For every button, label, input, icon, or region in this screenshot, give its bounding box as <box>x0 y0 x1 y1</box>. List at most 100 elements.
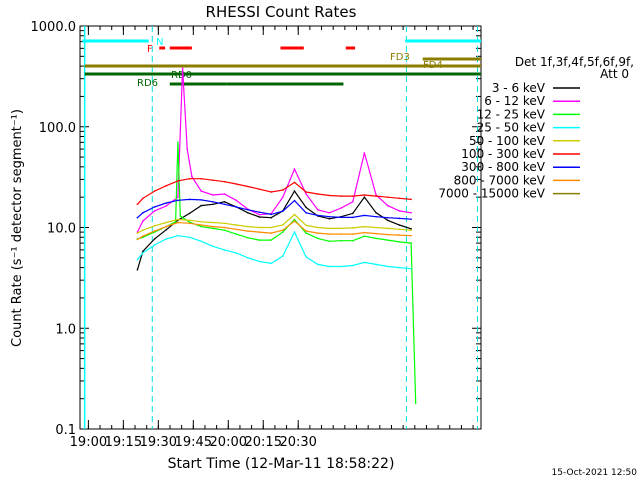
series-point <box>258 213 261 216</box>
x-tick-label: 20:00 <box>210 435 247 450</box>
series-point <box>223 201 226 203</box>
series-point <box>328 227 331 230</box>
series-point <box>153 206 156 208</box>
legend-label: 800 - 7000 keV <box>454 173 546 187</box>
legend-label: 300 - 800 keV <box>461 160 545 174</box>
series-point <box>386 239 389 241</box>
series-point <box>235 228 237 231</box>
series-point <box>200 204 202 207</box>
series-point <box>340 207 342 209</box>
series-point <box>414 402 417 405</box>
series-point <box>235 233 237 235</box>
legend-label: 3 - 6 keV <box>492 81 546 95</box>
series-point <box>340 239 342 242</box>
series-point <box>153 230 156 232</box>
series-point <box>398 234 401 236</box>
series-point <box>270 226 273 229</box>
series-point <box>352 201 354 203</box>
x-tick-label: 19:15 <box>105 435 142 450</box>
series-point <box>352 227 354 229</box>
series-point <box>223 222 226 225</box>
series-point <box>200 199 202 201</box>
x-axis-label: Start Time (12-Mar-11 18:58:22) <box>168 456 395 472</box>
series-point <box>352 216 354 219</box>
series-point <box>247 212 249 214</box>
series-point <box>305 193 307 195</box>
series-point <box>136 238 139 241</box>
series-point <box>317 226 319 229</box>
series-point <box>293 220 296 222</box>
state-bar-label: N <box>156 37 163 48</box>
series-point <box>375 194 377 196</box>
series-point <box>293 231 296 233</box>
legend-label: 6 - 12 keV <box>484 94 546 108</box>
series-point <box>223 203 226 206</box>
series-point <box>188 212 191 215</box>
series-point <box>177 199 179 202</box>
series-point <box>328 212 331 214</box>
legend-header-line-1: Det 1f,3f,4f,5f,6f,9f, <box>515 55 634 69</box>
series-point <box>247 230 249 232</box>
state-bar-label: F <box>147 44 153 55</box>
series-point <box>188 221 191 223</box>
series-point <box>177 180 179 182</box>
series-point <box>235 183 237 185</box>
series-point <box>177 196 179 198</box>
series-point <box>165 225 168 228</box>
series-point <box>142 220 144 222</box>
series-point <box>305 191 307 193</box>
series-point <box>223 249 226 251</box>
series-point <box>142 229 144 231</box>
series-line <box>137 142 417 404</box>
series-point <box>258 226 261 229</box>
series-point <box>386 196 389 198</box>
series-point <box>328 233 331 235</box>
legend-label: 12 - 25 keV <box>477 107 546 121</box>
series-point <box>200 240 202 243</box>
series-point <box>375 212 377 214</box>
series-point <box>212 225 214 228</box>
series-point <box>340 227 342 230</box>
series-point <box>352 212 354 215</box>
y-axis-label: Count Rate (s⁻¹ detector segment⁻¹) <box>10 109 25 347</box>
series-point <box>398 224 401 226</box>
x-tick-label: 19:00 <box>70 435 107 450</box>
series-point <box>282 224 284 226</box>
series-point <box>212 201 214 203</box>
y-axis-ticks: 0.1 1.0 10.0 100.0 1000.0 <box>31 20 481 438</box>
series-point <box>212 194 214 196</box>
series-point <box>398 266 401 269</box>
series-point <box>136 216 139 219</box>
x-tick-label: 19:45 <box>175 435 212 450</box>
series-point <box>223 229 226 231</box>
y-tick-label: 100.0 <box>39 121 76 136</box>
series-point <box>352 195 354 197</box>
series-point <box>153 225 156 227</box>
series-point <box>305 230 307 232</box>
series-point <box>363 261 366 264</box>
series-point <box>410 212 412 214</box>
series-point <box>270 213 273 216</box>
series-point <box>328 265 331 268</box>
date-stamp: 15-Oct-2021 12:50 <box>552 468 638 478</box>
series-point <box>410 242 412 244</box>
series-point <box>375 195 377 197</box>
state-bars: NF FD3 FD4 RD0 RD6 <box>82 37 481 89</box>
series-point <box>398 228 401 231</box>
series-point <box>363 214 366 217</box>
series-point <box>375 237 377 240</box>
series-point <box>186 148 188 150</box>
series-point <box>212 245 214 248</box>
series-point <box>293 213 296 216</box>
series-point <box>188 219 191 222</box>
series-point <box>258 216 261 218</box>
legend-header-line-2: Att 0 <box>600 67 629 81</box>
series-point <box>136 232 139 234</box>
series-point <box>317 232 319 234</box>
chart-title: RHESSI Count Rates <box>206 3 357 21</box>
series-point <box>177 234 179 237</box>
series-point <box>235 252 237 254</box>
series-point <box>165 228 168 231</box>
